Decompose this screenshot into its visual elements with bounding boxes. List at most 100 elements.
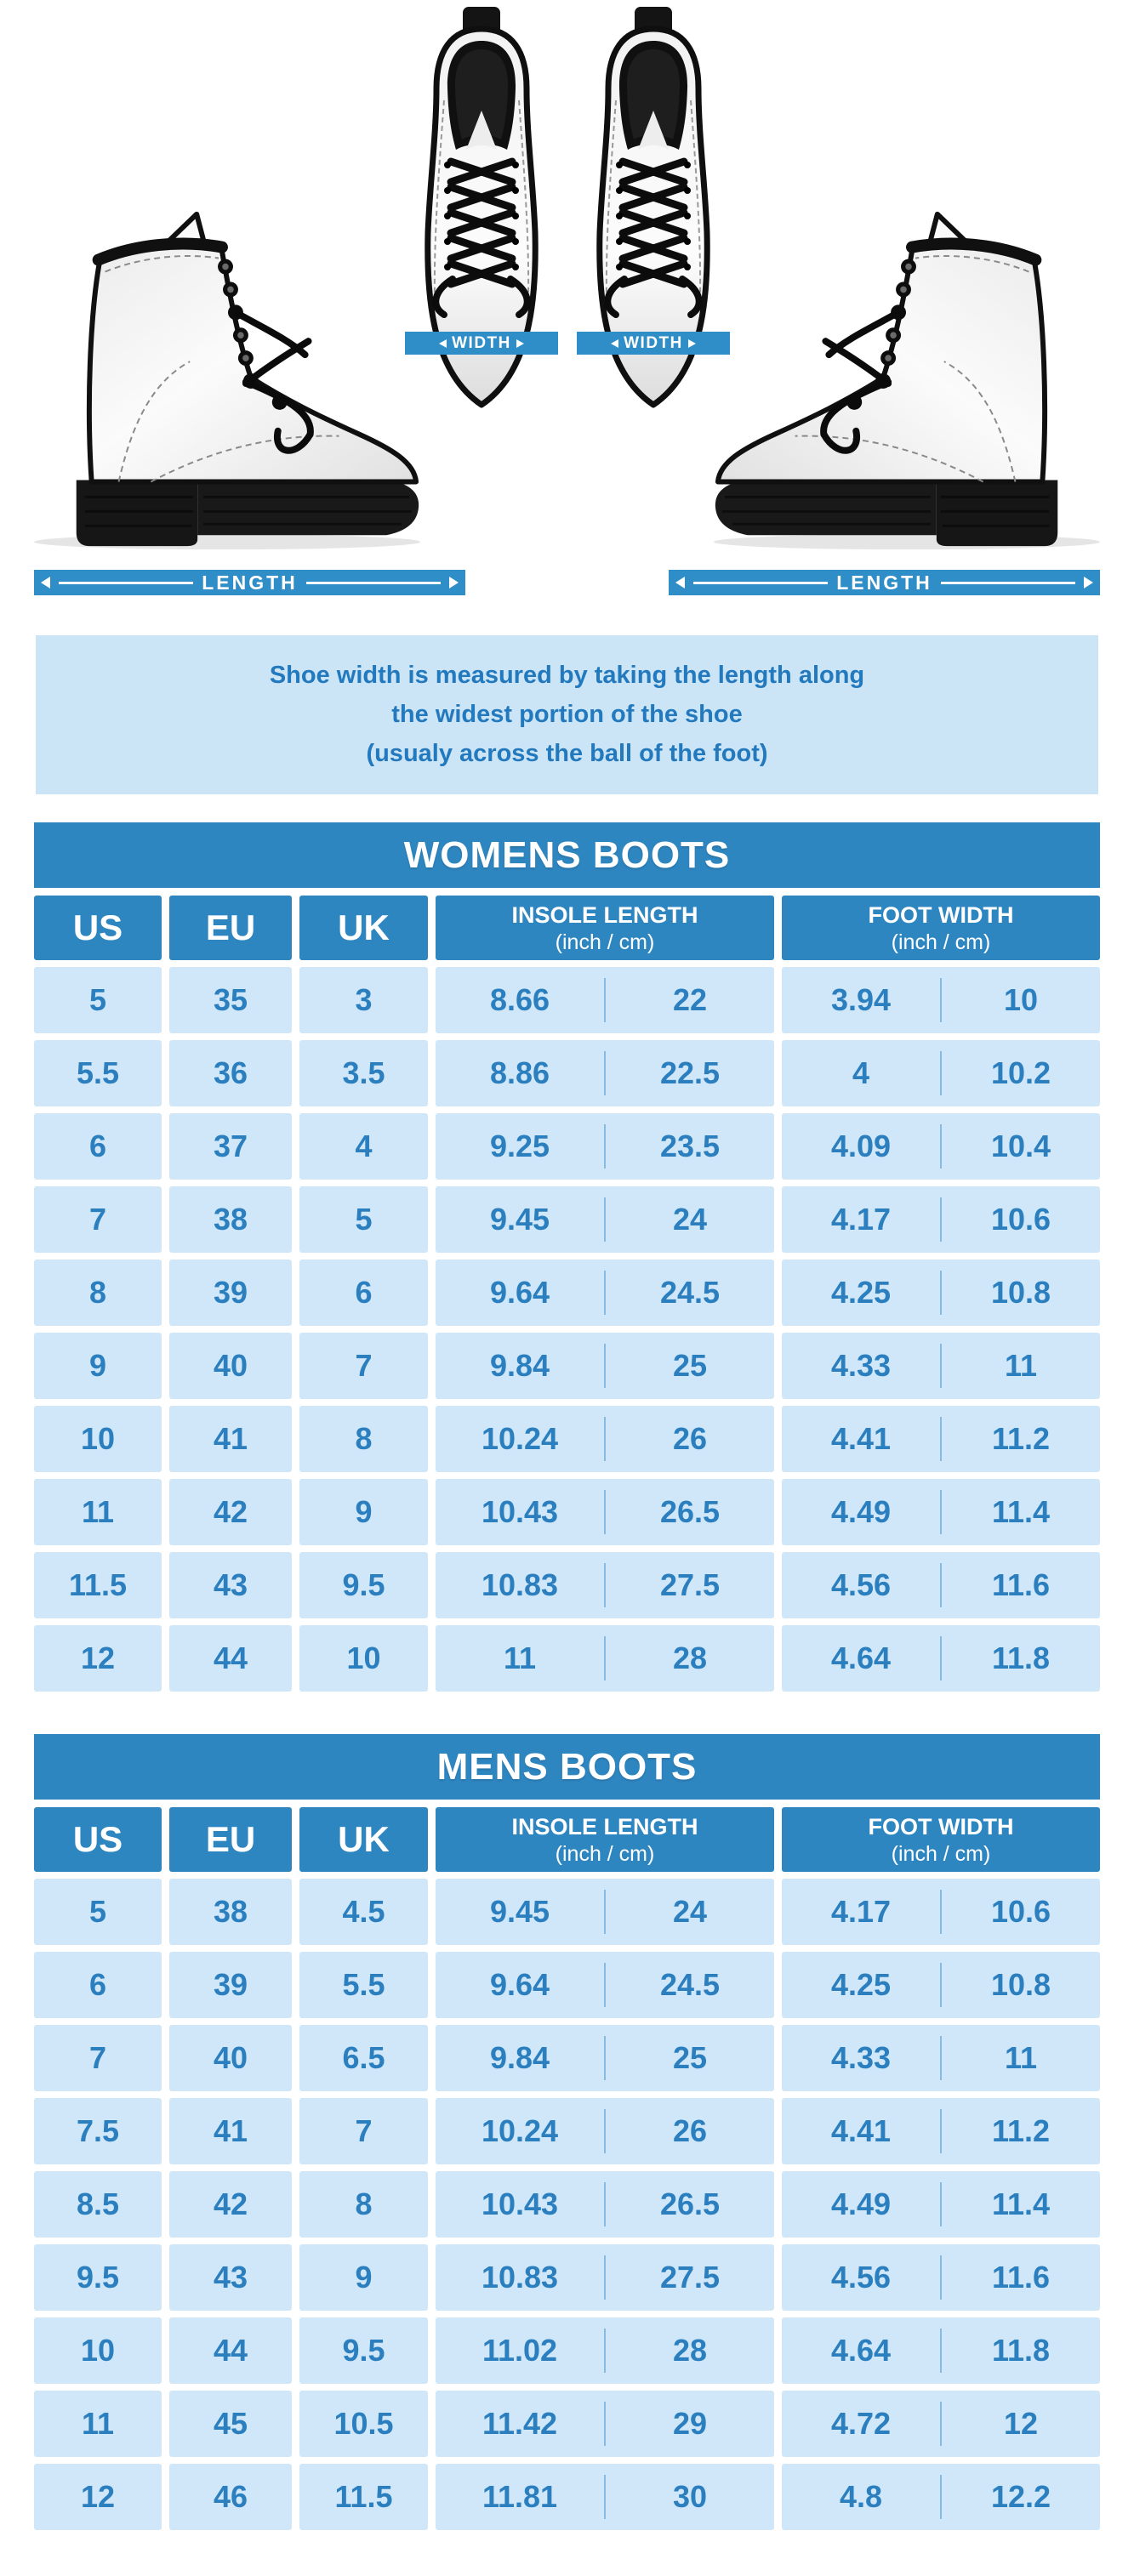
insole-cm-value: 24.5 (659, 1275, 721, 1311)
cell-divider (604, 1890, 606, 1935)
column-header-eu: EU (169, 1807, 292, 1873)
uk-size-cell: 9 (299, 2244, 428, 2312)
uk-size-cell: 4 (299, 1113, 428, 1180)
cell-divider (604, 1963, 606, 2008)
uk-size-cell: 5 (299, 1186, 428, 1254)
eu-size-cell: 41 (169, 2098, 292, 2165)
foot-width-cell: 4.64 11.8 (782, 1625, 1100, 1692)
foot-width-cell: 4.17 10.6 (782, 1186, 1100, 1254)
insole-inch-value: 11 (503, 1641, 537, 1676)
arrow-line (693, 581, 829, 584)
cell-divider (940, 2475, 942, 2520)
foot-width-cell: 4.41 11.2 (782, 2098, 1100, 2165)
length-bar-left: LENGTH (34, 570, 465, 595)
uk-size-cell: 6.5 (299, 2025, 428, 2092)
foot-cm-value: 11.8 (991, 1641, 1051, 1676)
foot-inch-value: 4.09 (830, 1129, 892, 1164)
column-header-uk: UK (299, 896, 428, 961)
insole-cm-value: 30 (672, 2479, 708, 2515)
insole-inch-value: 10.43 (481, 1494, 559, 1530)
foot-inch-value: 4.8 (839, 2479, 883, 2515)
insole-inch-value: 11.81 (482, 2479, 558, 2515)
womens-boots-title: WOMENS BOOTS (34, 822, 1100, 889)
insole-inch-value: 9.25 (489, 1129, 550, 1164)
foot-cm-value: 11.4 (991, 2186, 1051, 2222)
boot-measurement-hero: WIDTH WIDTH LENGTH LENGTH (0, 0, 1134, 604)
eu-size-cell: 46 (169, 2464, 292, 2531)
foot-width-cell: 4.49 11.4 (782, 2171, 1100, 2238)
eu-size-cell: 37 (169, 1113, 292, 1180)
uk-size-cell: 3 (299, 967, 428, 1034)
foot-cm-value: 11.2 (991, 1421, 1051, 1457)
foot-width-cell: 4 10.2 (782, 1040, 1100, 1107)
cell-divider (940, 1197, 942, 1243)
us-size-cell: 6 (34, 1113, 162, 1180)
foot-inch-value: 4.33 (830, 2040, 892, 2076)
eu-size-cell: 40 (169, 2025, 292, 2092)
us-size-cell: 12 (34, 1625, 162, 1692)
cell-divider (940, 2036, 942, 2081)
insole-cm-value: 27.5 (659, 1567, 721, 1603)
foot-cm-value: 11 (1004, 2040, 1038, 2076)
cell-divider (604, 2255, 606, 2300)
eu-size-cell: 42 (169, 1479, 292, 1546)
insole-cm-value: 24.5 (659, 1967, 721, 2003)
insole-cm-value: 25 (672, 1348, 708, 1384)
cell-divider (940, 978, 942, 1023)
eu-size-cell: 36 (169, 1040, 292, 1107)
arrow-right-icon (449, 577, 459, 589)
arrow-left-icon (611, 338, 619, 348)
foot-width-cell: 4.49 11.4 (782, 1479, 1100, 1546)
foot-inch-value: 4.49 (830, 2186, 892, 2222)
foot-width-cell: 4.8 12.2 (782, 2464, 1100, 2531)
insole-cm-value: 26.5 (659, 1494, 721, 1530)
cell-divider (940, 1417, 942, 1462)
arrow-right-icon (1084, 577, 1093, 589)
arrow-right-icon (516, 338, 524, 348)
foot-inch-value: 4.17 (830, 1894, 892, 1930)
foot-width-cell: 4.33 11 (782, 2025, 1100, 2092)
cell-divider (604, 1124, 606, 1169)
cell-divider (604, 2402, 606, 2447)
foot-inch-value: 3.94 (830, 982, 892, 1018)
cell-divider (940, 1271, 942, 1316)
foot-width-cell: 4.56 11.6 (782, 1552, 1100, 1619)
insole-length-cell: 9.64 24.5 (436, 1260, 774, 1327)
insole-cm-value: 23.5 (659, 1129, 721, 1164)
us-size-cell: 11.5 (34, 1552, 162, 1619)
uk-size-cell: 11.5 (299, 2464, 428, 2531)
foot-inch-value: 4.17 (830, 1202, 892, 1237)
insole-length-cell: 11.42 29 (436, 2391, 774, 2458)
insole-cm-value: 22.5 (659, 1055, 721, 1091)
foot-width-cell: 4.17 10.6 (782, 1879, 1100, 1946)
foot-cm-value: 10.8 (990, 1275, 1051, 1311)
insole-length-cell: 8.86 22.5 (436, 1040, 774, 1107)
arrow-left-icon (439, 338, 447, 348)
eu-size-cell: 38 (169, 1879, 292, 1946)
mens-size-table: US EU UK INSOLE LENGTH (inch / cm) FOOT … (34, 1807, 1100, 2531)
foot-width-cell: 4.64 11.8 (782, 2317, 1100, 2385)
bottom-spacer (0, 2530, 1134, 2576)
us-size-cell: 12 (34, 2464, 162, 2531)
width-label: WIDTH (624, 333, 683, 352)
foot-width-cell: 3.94 10 (782, 967, 1100, 1034)
eu-size-cell: 45 (169, 2391, 292, 2458)
insole-inch-value: 9.45 (489, 1202, 550, 1237)
insole-length-cell: 10.83 27.5 (436, 1552, 774, 1619)
cell-divider (940, 1636, 942, 1681)
insole-length-cell: 9.25 23.5 (436, 1113, 774, 1180)
side-view-boot-left-image (24, 202, 430, 553)
uk-size-cell: 4.5 (299, 1879, 428, 1946)
cell-divider (940, 1490, 942, 1535)
column-header-us: US (34, 896, 162, 961)
width-bar-left: WIDTH (405, 332, 558, 355)
cell-divider (940, 2329, 942, 2374)
column-header-uk: UK (299, 1807, 428, 1873)
insole-cm-value: 27.5 (659, 2260, 721, 2295)
insole-cm-value: 26 (672, 2113, 708, 2149)
insole-inch-value: 9.45 (489, 1894, 550, 1930)
foot-cm-value: 10.6 (990, 1894, 1051, 1930)
eu-size-cell: 43 (169, 1552, 292, 1619)
us-size-cell: 8 (34, 1260, 162, 1327)
insole-inch-value: 10.24 (481, 2113, 559, 2149)
